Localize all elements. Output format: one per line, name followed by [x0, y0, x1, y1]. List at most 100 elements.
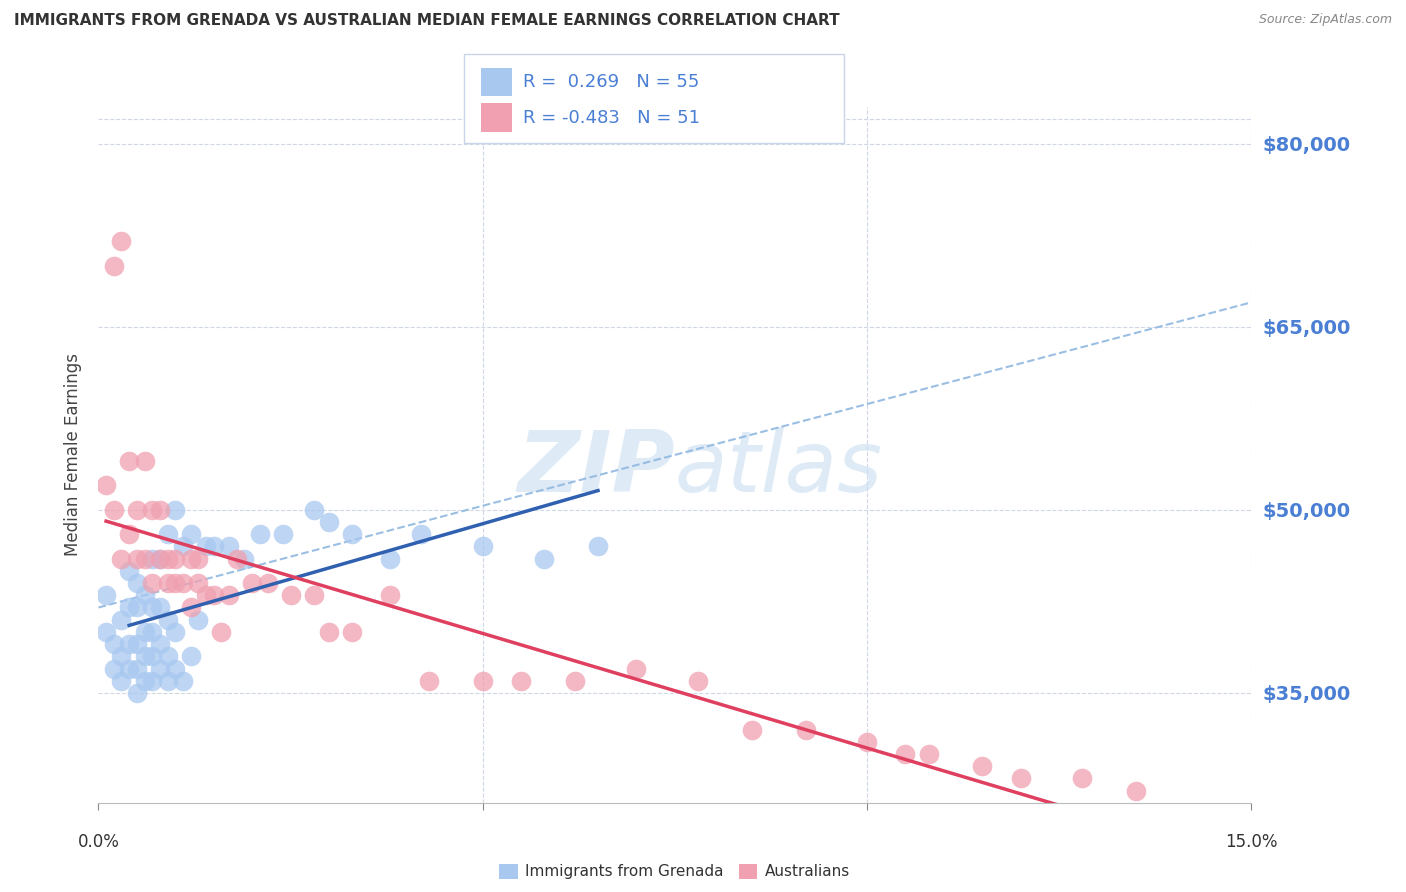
Point [380, 551, 402, 566]
Point [141, 624, 163, 639]
Point [141, 503, 163, 517]
Point [280, 588, 302, 602]
Point [156, 527, 179, 541]
Point [110, 673, 132, 688]
Text: 15.0%: 15.0% [1225, 833, 1278, 851]
Point [141, 600, 163, 615]
Point [149, 637, 172, 651]
Point [225, 551, 247, 566]
Point [302, 503, 325, 517]
Point [218, 540, 240, 554]
Text: Source: ZipAtlas.com: Source: ZipAtlas.com [1258, 13, 1392, 27]
Point [125, 686, 148, 700]
Point [240, 576, 263, 591]
Point [180, 551, 202, 566]
Point [187, 613, 209, 627]
Point [134, 624, 156, 639]
Text: R =  0.269   N = 55: R = 0.269 N = 55 [523, 73, 699, 91]
Point [172, 576, 194, 591]
Point [141, 649, 163, 664]
Point [125, 600, 148, 615]
Point [180, 600, 202, 615]
Point [94, 588, 117, 602]
Point [156, 576, 179, 591]
Point [125, 637, 148, 651]
Text: ZIP: ZIP [517, 427, 675, 510]
Legend: Immigrants from Grenada, Australians: Immigrants from Grenada, Australians [494, 857, 856, 886]
Point [118, 527, 141, 541]
Point [125, 661, 148, 675]
Point [125, 576, 148, 591]
Point [894, 747, 917, 761]
Point [586, 540, 609, 554]
Point [686, 673, 709, 688]
Point [471, 540, 494, 554]
Point [418, 673, 440, 688]
Point [271, 527, 294, 541]
Point [149, 503, 172, 517]
Point [318, 515, 340, 529]
Point [141, 576, 163, 591]
Point [218, 588, 240, 602]
Y-axis label: Median Female Earnings: Median Female Earnings [63, 353, 82, 557]
Text: atlas: atlas [675, 427, 883, 510]
Point [125, 503, 148, 517]
Point [165, 624, 187, 639]
Point [134, 551, 156, 566]
Point [110, 551, 132, 566]
Point [118, 637, 141, 651]
Point [165, 661, 187, 675]
Point [202, 540, 225, 554]
Point [118, 661, 141, 675]
Point [856, 735, 879, 749]
Point [187, 576, 209, 591]
Point [149, 661, 172, 675]
Point [156, 673, 179, 688]
Point [156, 613, 179, 627]
Point [125, 551, 148, 566]
Point [564, 673, 586, 688]
Point [103, 637, 125, 651]
Point [149, 551, 172, 566]
Point [741, 723, 763, 737]
Point [110, 649, 132, 664]
Point [1071, 772, 1094, 786]
Point [533, 551, 555, 566]
Point [172, 673, 194, 688]
Point [172, 540, 194, 554]
Point [380, 588, 402, 602]
Point [195, 540, 218, 554]
Point [103, 661, 125, 675]
Point [118, 600, 141, 615]
Point [165, 551, 187, 566]
Point [972, 759, 994, 773]
Point [233, 551, 256, 566]
Point [510, 673, 533, 688]
Point [256, 576, 278, 591]
Text: R = -0.483   N = 51: R = -0.483 N = 51 [523, 109, 700, 127]
Point [110, 235, 132, 249]
Point [411, 527, 433, 541]
Point [134, 454, 156, 468]
Point [156, 551, 179, 566]
Point [318, 624, 340, 639]
Point [302, 588, 325, 602]
Point [249, 527, 271, 541]
Point [794, 723, 817, 737]
Point [1125, 783, 1147, 797]
Point [141, 673, 163, 688]
Text: IMMIGRANTS FROM GRENADA VS AUSTRALIAN MEDIAN FEMALE EARNINGS CORRELATION CHART: IMMIGRANTS FROM GRENADA VS AUSTRALIAN ME… [14, 13, 839, 29]
Point [94, 624, 117, 639]
Point [149, 600, 172, 615]
Point [149, 551, 172, 566]
Point [118, 564, 141, 578]
Text: 0.0%: 0.0% [77, 833, 120, 851]
Point [917, 747, 939, 761]
Point [118, 454, 141, 468]
Point [340, 527, 363, 541]
Point [626, 661, 648, 675]
Point [110, 613, 132, 627]
Point [340, 624, 363, 639]
Point [134, 673, 156, 688]
Point [1010, 772, 1032, 786]
